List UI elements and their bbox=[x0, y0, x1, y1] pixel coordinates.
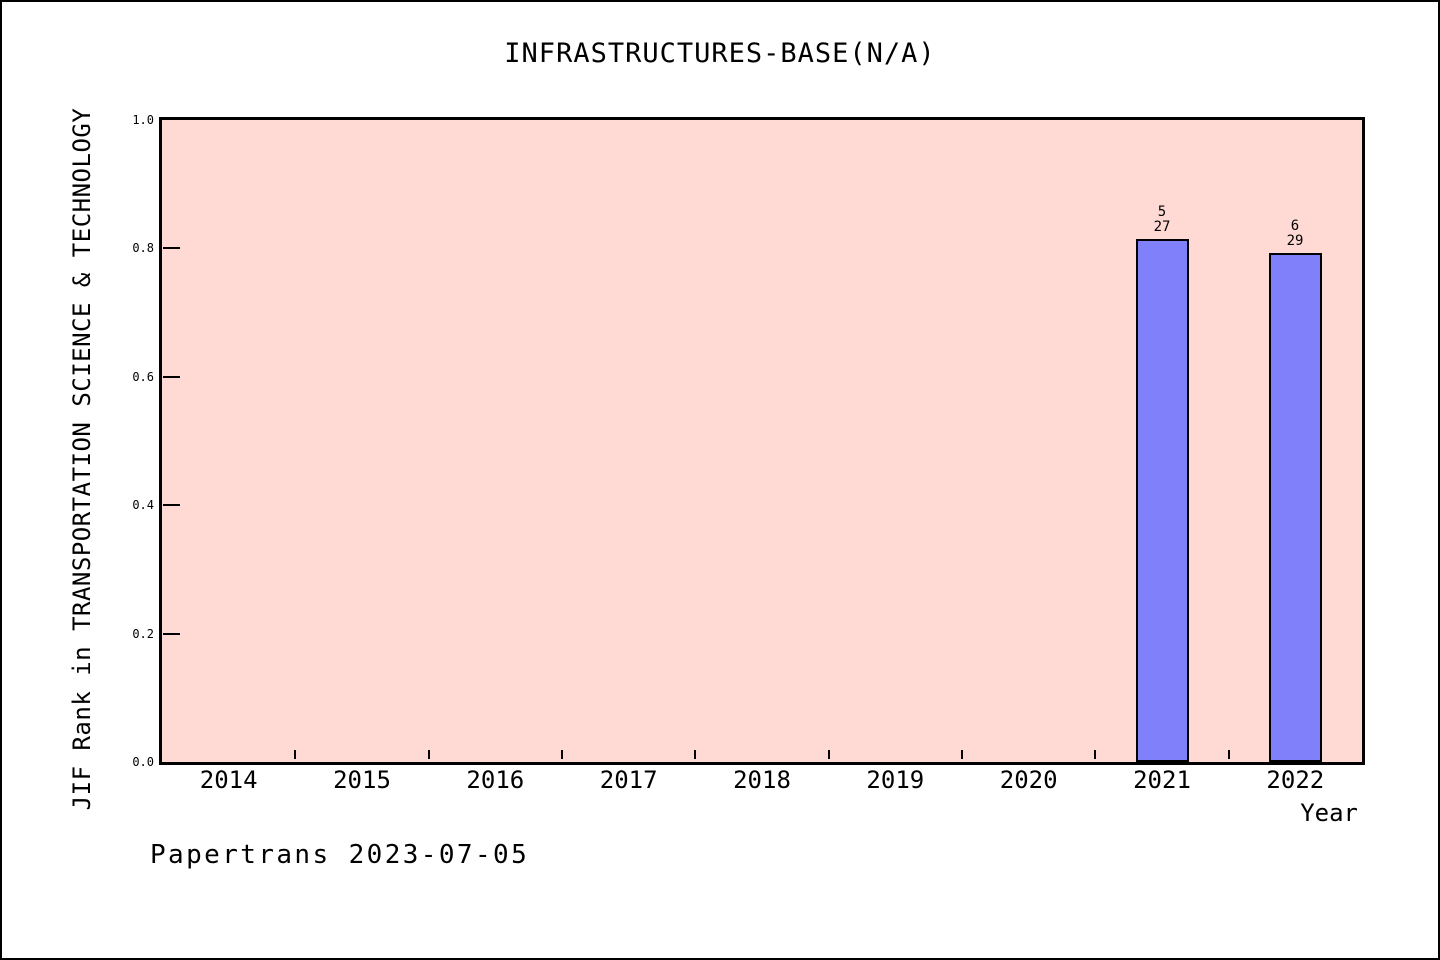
bar-2021 bbox=[1136, 239, 1189, 762]
y-tick-label: 0.6 bbox=[132, 369, 154, 384]
x-tick-label-2020: 2020 bbox=[999, 766, 1058, 794]
x-tick-mark bbox=[294, 750, 297, 759]
x-tick-label-2016: 2016 bbox=[466, 766, 525, 794]
x-tick-label-2022: 2022 bbox=[1266, 766, 1325, 794]
y-tick-label: 0.2 bbox=[132, 626, 154, 641]
bar-value-denominator: 27 bbox=[1153, 219, 1171, 235]
x-tick-mark bbox=[561, 750, 563, 759]
y-tick-label: 0.4 bbox=[132, 498, 154, 513]
y-tick-label: 1.0 bbox=[132, 113, 154, 127]
footer-text: Papertrans 2023-07-05 bbox=[150, 840, 530, 870]
x-tick-mark bbox=[961, 750, 963, 759]
x-tick-label-2018: 2018 bbox=[733, 766, 791, 794]
bar-2022 bbox=[1269, 253, 1322, 762]
x-tick-mark bbox=[1227, 750, 1230, 759]
x-tick-mark bbox=[1094, 750, 1097, 759]
y-axis-label: JIF Rank in TRANSPORTATION SCIENCE & TEC… bbox=[68, 107, 96, 811]
bar-value-numerator: 6 bbox=[1290, 218, 1300, 234]
bar-value-numerator: 5 bbox=[1157, 204, 1167, 220]
bar-label-2022: 6 29 bbox=[1250, 219, 1340, 249]
y-tick-mark bbox=[163, 375, 180, 378]
x-tick-label-2014: 2014 bbox=[199, 766, 258, 794]
x-tick-label-2021: 2021 bbox=[1133, 766, 1191, 794]
y-tick-mark bbox=[163, 504, 180, 507]
x-tick-mark bbox=[827, 750, 830, 759]
chart-title: INFRASTRUCTURES-BASE(N/A) bbox=[504, 38, 936, 69]
x-tick-mark bbox=[427, 750, 430, 759]
y-tick-mark bbox=[163, 247, 180, 250]
x-tick-label-2017: 2017 bbox=[599, 766, 658, 794]
x-tick-mark bbox=[694, 750, 697, 759]
bar-label-2021: 5 27 bbox=[1117, 205, 1207, 235]
x-tick-label-2015: 2015 bbox=[333, 766, 391, 794]
y-tick-label: 0.8 bbox=[132, 241, 154, 256]
y-tick-mark bbox=[163, 632, 180, 635]
y-tick-label: 0.0 bbox=[132, 755, 154, 769]
x-axis-label: Year bbox=[1300, 799, 1358, 827]
bar-value-denominator: 29 bbox=[1286, 233, 1304, 249]
x-tick-label-2019: 2019 bbox=[866, 766, 925, 794]
